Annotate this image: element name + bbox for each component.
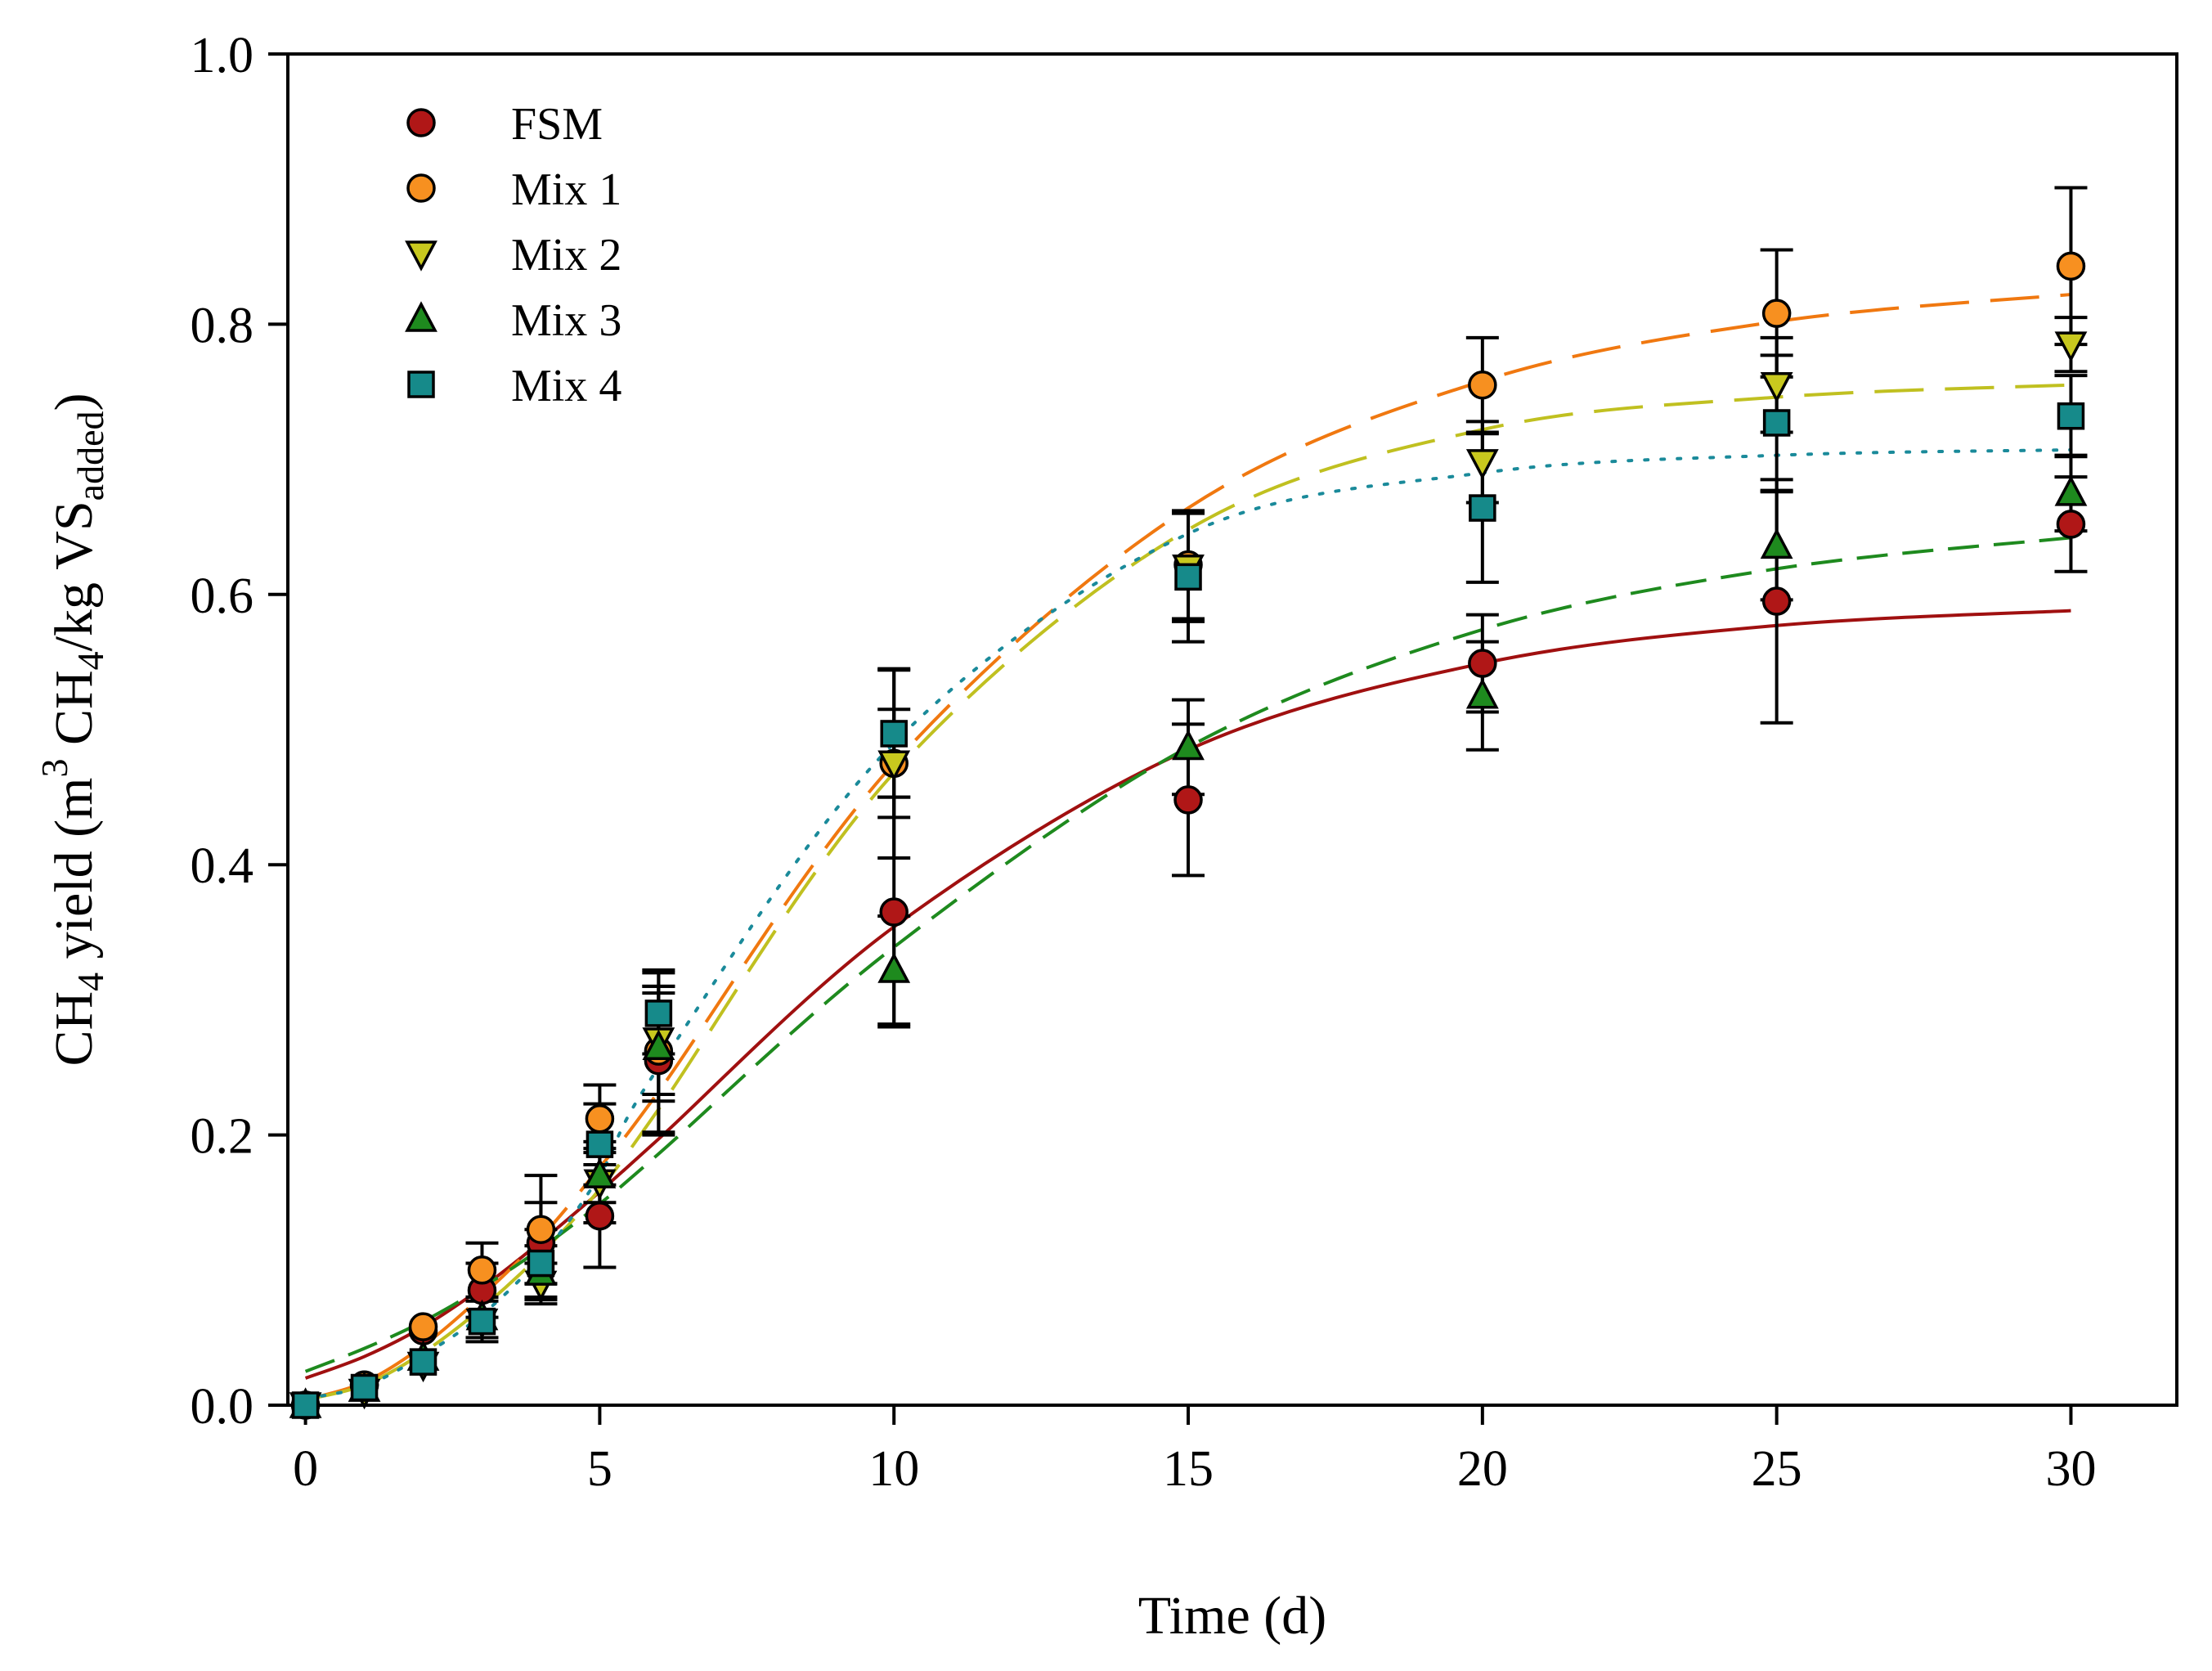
data-point-mix-1-2 xyxy=(408,1312,438,1341)
y-tick-label-4: 0.8 xyxy=(191,298,254,353)
data-point-mix-4-0 xyxy=(291,1391,320,1419)
data-point-mix-4-6 xyxy=(644,999,673,1027)
plot-frame xyxy=(286,52,2178,1407)
x-tick-label-4: 20 xyxy=(1457,1441,1508,1497)
x-tick-label-5: 25 xyxy=(1752,1441,1802,1497)
axis-tick-labels: 0 5 10 15 20 25 30 0.0 0.2 0.4 0.6 0.8 1.0 xyxy=(191,28,2097,1497)
x-tick-label-6: 30 xyxy=(2045,1441,2096,1497)
data-point-mix-4-5 xyxy=(586,1130,614,1158)
data-point-mix-2-10 xyxy=(1760,371,1793,403)
error-bars xyxy=(465,186,2088,1344)
legend-marker-mix-2 xyxy=(405,240,437,272)
legend-label-fsm: FSM xyxy=(511,99,603,150)
data-point-mix-3-9 xyxy=(1465,677,1499,709)
legend-label-mix-1: Mix 1 xyxy=(511,164,621,215)
data-point-fsm-11 xyxy=(2056,510,2086,539)
y-tick-label-3: 0.6 xyxy=(191,568,254,624)
data-point-mix-3-6 xyxy=(642,1029,675,1060)
y-axis-title-part-3: CH xyxy=(44,670,104,758)
data-point-mix-4-3 xyxy=(468,1307,496,1336)
data-point-mix-4-2 xyxy=(409,1348,437,1376)
data-point-mix-4-9 xyxy=(1469,494,1496,522)
data-point-mix-4-11 xyxy=(2057,402,2085,430)
x-tick-label-2: 10 xyxy=(868,1441,919,1497)
fit-curve-fsm xyxy=(304,609,2071,1380)
data-point-mix-3-5 xyxy=(583,1157,617,1188)
legend-marker-mix-3 xyxy=(405,301,437,332)
legend-label-mix-3: Mix 3 xyxy=(511,295,621,346)
y-axis-title-sub-4: added xyxy=(70,411,111,501)
y-axis-title-part-1: CH xyxy=(44,991,104,1067)
data-point-mix-1-4 xyxy=(526,1215,556,1244)
data-point-fsm-10 xyxy=(1761,586,1792,616)
data-point-fsm-9 xyxy=(1468,649,1497,678)
data-point-mix-4-8 xyxy=(1174,563,1202,591)
data-point-mix-3-10 xyxy=(1760,528,1793,559)
data-point-fsm-5 xyxy=(585,1201,615,1231)
axis-ticks xyxy=(268,52,2073,1425)
x-tick-label-0: 0 xyxy=(293,1441,318,1497)
y-axis-title-part-2: yield (m xyxy=(44,778,104,973)
fit-curve-mix-1 xyxy=(305,293,2071,1402)
legend-marker-fsm xyxy=(406,108,436,137)
data-point-mix-4-7 xyxy=(880,720,908,748)
data-point-mix-2-7 xyxy=(877,750,911,782)
data-point-mix-1-9 xyxy=(1468,370,1497,400)
y-axis-title-sub-3: 4 xyxy=(70,651,111,670)
legend-marker-mix-4 xyxy=(407,371,435,398)
y-tick-label-1: 0.2 xyxy=(191,1109,254,1165)
data-point-mix-3-8 xyxy=(1172,729,1205,761)
data-point-mix-1-3 xyxy=(467,1255,497,1285)
fit-curve-mix-3 xyxy=(304,536,2071,1373)
legend: FSM Mix 1 Mix 2 Mix 3 Mix 4 xyxy=(405,99,621,411)
data-point-mix-4-10 xyxy=(1762,409,1791,437)
data-point-mix-3-7 xyxy=(877,952,911,983)
x-tick-label-3: 15 xyxy=(1163,1441,1214,1497)
data-point-mix-4-1 xyxy=(350,1373,379,1402)
y-tick-label-0: 0.0 xyxy=(191,1379,254,1435)
x-tick-label-1: 5 xyxy=(587,1441,612,1497)
fit-curve-mix-2 xyxy=(305,383,2071,1402)
y-axis-title: CH4 yield (m3 CH4/kg VSadded) xyxy=(34,393,111,1066)
data-point-fsm-8 xyxy=(1173,785,1203,815)
legend-marker-mix-1 xyxy=(406,173,436,203)
y-tick-label-5: 1.0 xyxy=(191,28,254,83)
y-axis-title-part-5: ) xyxy=(44,393,104,411)
data-markers xyxy=(289,251,2088,1423)
data-point-mix-1-11 xyxy=(2056,251,2086,281)
y-tick-label-2: 0.4 xyxy=(191,838,254,894)
data-point-fsm-7 xyxy=(879,897,909,927)
y-axis-title-sub-1: 4 xyxy=(70,973,111,991)
data-point-mix-2-9 xyxy=(1465,449,1499,480)
x-axis-title: Time (d) xyxy=(1138,1586,1326,1646)
legend-label-mix-2: Mix 2 xyxy=(511,230,621,281)
legend-label-mix-4: Mix 4 xyxy=(511,361,621,411)
data-point-mix-1-10 xyxy=(1761,299,1792,328)
y-axis-title-part-4: /kg VS xyxy=(44,501,104,651)
data-point-mix-1-5 xyxy=(585,1104,615,1134)
data-point-mix-2-11 xyxy=(2054,331,2088,362)
data-point-mix-3-11 xyxy=(2054,475,2088,506)
data-point-mix-4-4 xyxy=(527,1249,555,1278)
y-axis-title-sup-2: 3 xyxy=(34,759,75,778)
